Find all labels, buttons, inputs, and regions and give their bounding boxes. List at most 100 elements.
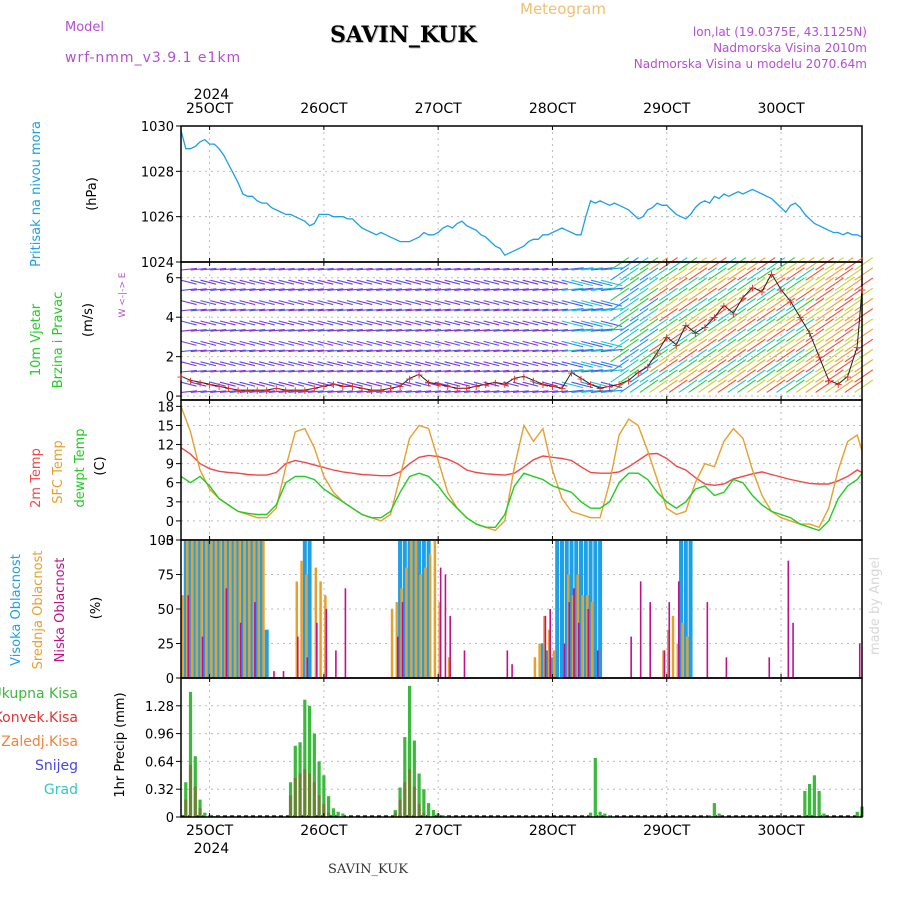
wind-barb (610, 308, 630, 322)
wind-barb (503, 349, 520, 353)
total-precip-bar (808, 783, 812, 817)
wind-barb (766, 277, 786, 291)
wind-speed-marker: + (386, 382, 395, 395)
wind-speed-marker: + (234, 384, 243, 397)
wind-barb (258, 300, 275, 306)
high-cloud-bar (598, 540, 603, 678)
wind-barb (415, 329, 432, 332)
wind-barb (415, 288, 432, 291)
wind-barb (288, 288, 305, 291)
wind-barb (815, 369, 835, 383)
y-tick-label: 25 (157, 638, 174, 653)
wind-barb (805, 297, 825, 312)
wind-speed-marker: + (576, 372, 585, 385)
wind-speed-marker: + (510, 372, 519, 385)
wind-barb (385, 381, 402, 387)
wind-barb (337, 288, 354, 291)
wind-barb (464, 369, 481, 373)
wind-barb (844, 297, 864, 312)
wind-barb (405, 279, 422, 285)
wind-barb (707, 267, 727, 281)
wind-barb (424, 361, 441, 367)
wind-barb (542, 381, 558, 387)
wind-barb (571, 381, 593, 389)
mid-cloud-bar (424, 567, 427, 678)
wind-barb (454, 300, 470, 306)
wind-barb (346, 300, 363, 306)
wind-barb (307, 288, 324, 291)
wind-barb (707, 287, 727, 302)
wind-barb (668, 338, 688, 353)
wind-barb (366, 329, 383, 332)
wind-barb (473, 288, 490, 291)
wind-barb (434, 361, 451, 367)
wind-barb (464, 308, 481, 312)
wind-barb (688, 267, 708, 281)
total-precip-bar (822, 813, 826, 817)
wind-barb (698, 328, 717, 342)
wind-barb (424, 300, 441, 306)
low-cloud-bar (787, 560, 790, 678)
wind-barb (512, 349, 529, 353)
wind-barb (298, 300, 314, 306)
conv-precip-bar (403, 782, 407, 817)
high-cloud-bar (236, 540, 241, 678)
wind-barb (590, 389, 613, 393)
wind-barb (239, 320, 256, 326)
wind-barb (532, 329, 549, 332)
wind-barb (854, 348, 874, 363)
wind-barb (785, 267, 805, 281)
wind-barb (688, 328, 708, 342)
wind-barb (815, 328, 835, 342)
wind-barb (610, 328, 630, 342)
wind-barb (464, 329, 481, 332)
wind-speed-marker: + (567, 366, 576, 379)
wind-barb (659, 379, 678, 393)
wind-barb (649, 267, 669, 281)
panel-wind: 0 2 4 6 (166, 257, 874, 405)
mid-cloud-bar (447, 657, 451, 678)
mid-cloud-bar (247, 540, 251, 678)
y-tick-label: 0.32 (145, 783, 174, 798)
wind-barb (639, 308, 659, 322)
wind-barb (844, 328, 864, 342)
wind-barb (629, 287, 649, 302)
mid-cloud-bar (395, 602, 399, 678)
wind-speed-marker: + (424, 376, 433, 389)
wind-barb (395, 329, 412, 332)
wind-barb (649, 318, 669, 332)
day-label-top: 29OCT (643, 101, 691, 117)
wind-barb (259, 267, 276, 271)
wind-barb (678, 257, 698, 271)
wind-barb (668, 359, 688, 373)
low-cloud-bar (449, 615, 451, 678)
wind-barb (317, 308, 334, 312)
wind-barb (522, 390, 539, 393)
wind-barb (229, 390, 246, 393)
wind-barb (395, 267, 412, 271)
mid-cloud-bar (262, 540, 265, 678)
wind-speed-marker: + (595, 382, 604, 395)
wind-barb (776, 257, 795, 271)
wind-barb (327, 390, 344, 393)
wind-barb (688, 297, 708, 312)
wind-barb (493, 340, 510, 346)
wind-barb (746, 359, 766, 373)
wind-barb (493, 369, 510, 373)
wind-barb (756, 338, 776, 353)
high-cloud-bar (226, 540, 231, 678)
panel-precip: 0 0.32 0.64 0.96 1.28 (145, 677, 864, 826)
precip-legend-item: Grad (44, 782, 78, 798)
mid-cloud-bar (324, 595, 327, 678)
wind-barb (307, 381, 324, 387)
wind-barb (278, 369, 295, 373)
wind-barb (610, 257, 630, 271)
wind-barb (346, 361, 363, 367)
wind-barb (854, 277, 874, 291)
wind-barb (727, 338, 747, 353)
wind-barb (180, 279, 197, 285)
wind-barb (522, 340, 539, 346)
wind-barb (190, 267, 207, 271)
high-cloud-bar (250, 540, 255, 678)
wind-barb (532, 390, 549, 393)
